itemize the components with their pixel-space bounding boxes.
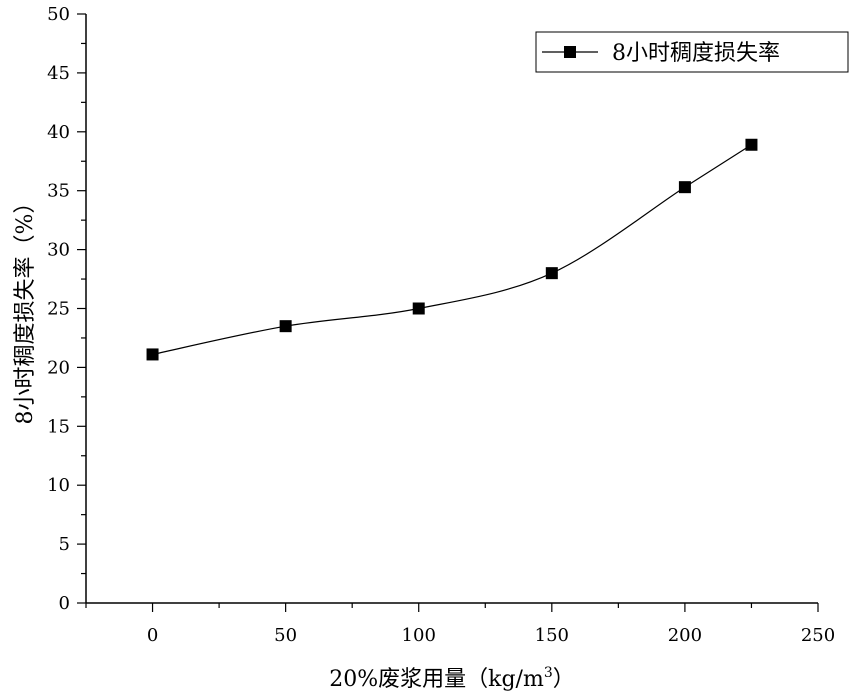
data-point-marker — [146, 348, 159, 361]
y-tick-label: 10 — [47, 475, 70, 496]
x-tick-label: 150 — [535, 625, 569, 646]
y-tick-label: 45 — [47, 63, 70, 84]
y-tick-label: 30 — [47, 240, 70, 261]
x-axis-title-main: 20%废浆用量（kg/m — [329, 667, 544, 692]
y-tick-label: 15 — [47, 416, 70, 437]
tick-labels: 0 50 100 150 200 250 0 5 10 15 20 25 30 35 40 45 50 — [47, 4, 835, 646]
y-tick-label: 0 — [59, 593, 70, 614]
data-point-marker — [678, 181, 691, 194]
y-tick-label: 20 — [47, 357, 70, 378]
y-tick-label: 40 — [47, 122, 70, 143]
x-axis-title-close: ） — [553, 667, 575, 692]
legend: 8小时稠度损失率 — [535, 31, 849, 73]
x-tick-label: 200 — [668, 625, 702, 646]
x-tick-label: 100 — [402, 625, 436, 646]
legend-label: 8小时稠度损失率 — [612, 41, 780, 66]
x-tick-label: 0 — [147, 625, 158, 646]
data-point-marker — [412, 302, 425, 315]
y-tick-label: 50 — [47, 4, 70, 25]
data-point-marker — [745, 138, 758, 151]
y-tick-label: 35 — [47, 181, 70, 202]
y-tick-label: 25 — [47, 299, 70, 320]
ticks — [77, 13, 819, 612]
x-axis-title-superscript: 3 — [544, 665, 553, 681]
x-tick-label: 250 — [801, 625, 835, 646]
x-axis-title: 20%废浆用量（kg/m3） — [329, 665, 575, 692]
y-axis-title: 8小时稠度损失率（%） — [13, 192, 38, 425]
series-markers — [146, 138, 758, 361]
data-point-marker — [545, 267, 558, 280]
x-tick-label: 50 — [274, 625, 297, 646]
legend-marker — [564, 46, 576, 58]
data-point-marker — [279, 320, 292, 333]
y-tick-label: 5 — [59, 534, 70, 555]
